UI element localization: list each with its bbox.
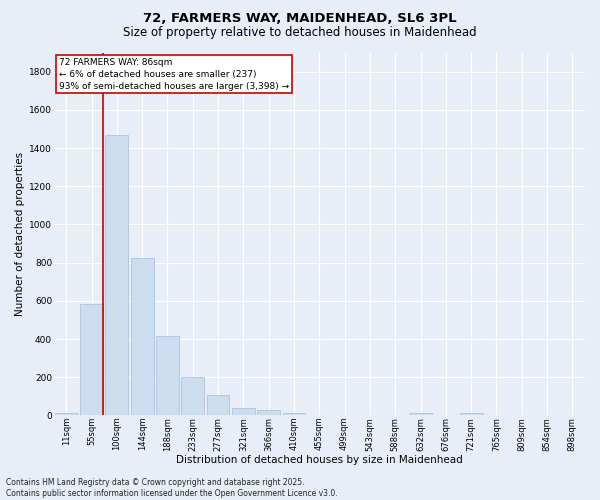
Bar <box>460 412 482 416</box>
X-axis label: Distribution of detached houses by size in Maidenhead: Distribution of detached houses by size … <box>176 455 463 465</box>
Bar <box>55 412 77 416</box>
Bar <box>131 258 154 416</box>
Bar <box>181 377 204 416</box>
Bar <box>257 410 280 416</box>
Bar <box>283 412 305 416</box>
Text: 72 FARMERS WAY: 86sqm
← 6% of detached houses are smaller (237)
93% of semi-deta: 72 FARMERS WAY: 86sqm ← 6% of detached h… <box>59 58 289 90</box>
Y-axis label: Number of detached properties: Number of detached properties <box>15 152 25 316</box>
Text: Contains HM Land Registry data © Crown copyright and database right 2025.
Contai: Contains HM Land Registry data © Crown c… <box>6 478 338 498</box>
Bar <box>206 396 229 415</box>
Bar <box>156 336 179 415</box>
Bar <box>106 134 128 416</box>
Text: 72, FARMERS WAY, MAIDENHEAD, SL6 3PL: 72, FARMERS WAY, MAIDENHEAD, SL6 3PL <box>143 12 457 26</box>
Text: Size of property relative to detached houses in Maidenhead: Size of property relative to detached ho… <box>123 26 477 39</box>
Bar <box>232 408 255 416</box>
Bar <box>80 304 103 416</box>
Bar <box>409 412 432 416</box>
